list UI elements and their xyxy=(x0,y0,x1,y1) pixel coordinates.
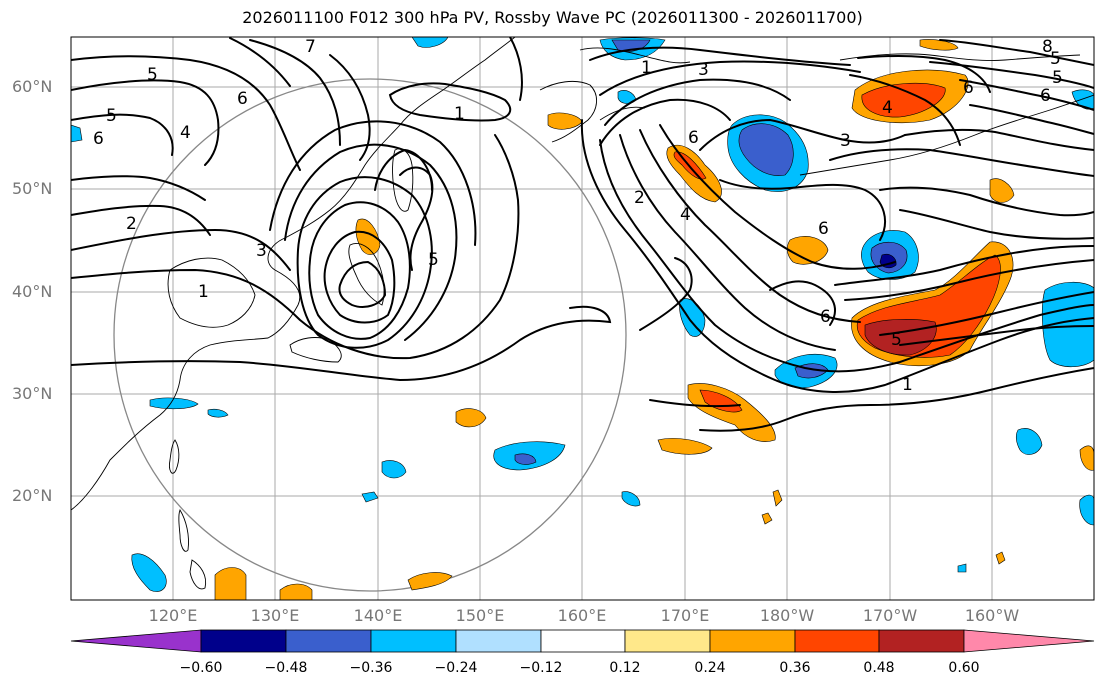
colorbar-tick-label: 0.12 xyxy=(609,660,641,676)
contour-label: 3 xyxy=(256,241,267,261)
colorbar-tick-label: 0.24 xyxy=(694,660,726,676)
contour-label: 6 xyxy=(1040,86,1051,106)
contour-label: 4 xyxy=(882,98,893,118)
colorbar-tick-label: −0.60 xyxy=(179,660,223,676)
contour-label: 6 xyxy=(688,128,699,148)
contour-label: 5 xyxy=(891,330,902,350)
lat-label: 60°N xyxy=(12,77,53,96)
colorbar-tick-label: −0.48 xyxy=(264,660,308,676)
contour-label: 2 xyxy=(634,188,645,208)
lon-label: 170°E xyxy=(660,606,710,625)
colorbar-tick-label: −0.24 xyxy=(434,660,478,676)
contour-label: 6 xyxy=(93,129,104,149)
contour-label: 6 xyxy=(237,89,248,109)
contour-label: 1 xyxy=(902,375,913,395)
lat-label: 40°N xyxy=(12,282,53,301)
contour-label: 8 xyxy=(1042,37,1053,57)
lon-label: 150°E xyxy=(455,606,505,625)
lon-label: 160°E xyxy=(557,606,607,625)
contour-label: 1 xyxy=(454,104,465,124)
contour-label: 6 xyxy=(820,307,831,327)
contour-label: 4 xyxy=(680,205,691,225)
lon-label: 180°W xyxy=(759,606,815,625)
colorbar-segment xyxy=(370,629,457,653)
colorbar-tick-label: −0.36 xyxy=(349,660,393,676)
colorbar-segment xyxy=(285,629,372,653)
contour-label: 3 xyxy=(840,131,851,151)
contour-label: 4 xyxy=(180,123,191,143)
contour-label: 6 xyxy=(963,78,974,98)
lat-label: 30°N xyxy=(12,384,53,403)
colorbar-segment xyxy=(455,629,542,653)
contour-label: 1 xyxy=(641,58,652,78)
contour-label: 5 xyxy=(106,106,117,126)
contour-label: 5 xyxy=(428,250,439,270)
map-frame xyxy=(70,36,1095,601)
contour-label: 3 xyxy=(698,60,709,80)
contour-label: 6 xyxy=(818,219,829,239)
contour-label: 1 xyxy=(198,282,209,302)
colorbar-segment xyxy=(878,629,965,653)
pv-contours xyxy=(71,37,1094,432)
lon-label: 130°E xyxy=(250,606,300,625)
colorbar-tick-label: −0.12 xyxy=(519,660,563,676)
lon-label: 140°E xyxy=(353,606,403,625)
coastlines xyxy=(71,37,1094,590)
colorbar-tick-label: 0.60 xyxy=(948,660,980,676)
lon-label: 120°E xyxy=(148,606,198,625)
reference-circle xyxy=(113,78,627,592)
colorbar-extend-low xyxy=(70,629,202,653)
map-title: 2026011100 F012 300 hPa PV, Rossby Wave … xyxy=(242,8,863,27)
contour-label: 5 xyxy=(1052,68,1063,88)
contour-label: 2 xyxy=(126,214,137,234)
colorbar xyxy=(70,629,1095,653)
colorbar-tick-label: 0.48 xyxy=(863,660,895,676)
contour-label: 5 xyxy=(1050,49,1061,69)
contour-labels: 5 5 6 4 6 2 3 1 1 5 1 3 2 4 6 6 5 4 6 3 … xyxy=(93,37,1063,395)
colorbar-segment xyxy=(540,629,626,653)
colorbar-tick-label: 0.36 xyxy=(779,660,811,676)
colorbar-segment xyxy=(709,629,796,653)
colorbar-segment xyxy=(794,629,880,653)
lon-label: 170°W xyxy=(862,606,918,625)
colorbar-segment xyxy=(624,629,711,653)
contour-label: 7 xyxy=(305,37,316,57)
colorbar-segment xyxy=(200,629,287,653)
colorbar-extend-high xyxy=(963,629,1095,653)
lat-label: 50°N xyxy=(12,179,53,198)
lat-label: 20°N xyxy=(12,486,53,505)
lon-label: 160°W xyxy=(964,606,1020,625)
contour-label: 5 xyxy=(147,65,158,85)
